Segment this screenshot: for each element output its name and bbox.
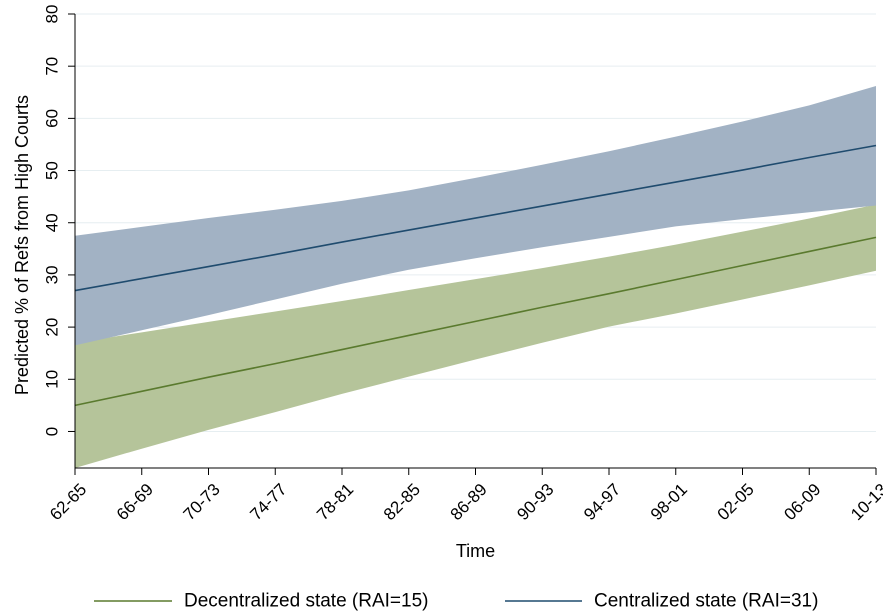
y-axis-title: Predicted % of Refs from High Courts bbox=[12, 95, 32, 395]
x-axis-ticks: 62-65 66-69 70-73 74-77 78-81 82-85 86-89 90-93… bbox=[46, 468, 883, 524]
x-tick-label-9: 98-01 bbox=[647, 480, 691, 524]
confidence-bands bbox=[75, 86, 876, 469]
series-lines bbox=[74, 144, 877, 407]
confidence-band-series-0 bbox=[75, 204, 876, 469]
y-tick-label-30: 30 bbox=[43, 265, 62, 284]
x-axis-title: Time bbox=[456, 541, 495, 561]
legend-label-0: Decentralized state (RAI=15) bbox=[184, 591, 428, 612]
y-tick-label-80: 80 bbox=[43, 5, 62, 24]
y-tick-label-40: 40 bbox=[43, 213, 62, 232]
y-tick-label-60: 60 bbox=[43, 109, 62, 128]
x-tick-label-10: 02-05 bbox=[714, 480, 758, 524]
legend-label-1: Centralized state (RAI=31) bbox=[594, 591, 818, 612]
x-tick-label-11: 06-09 bbox=[780, 480, 824, 524]
legend: Decentralized state (RAI=15) Centralized … bbox=[94, 591, 818, 612]
series-line-1 bbox=[74, 144, 877, 292]
x-tick-label-3: 74-77 bbox=[246, 480, 290, 524]
x-tick-label-12: 10-13 bbox=[847, 480, 883, 524]
x-tick-label-5: 82-85 bbox=[380, 480, 424, 524]
y-axis-ticks: 0 10 20 30 40 50 60 70 80 bbox=[43, 5, 75, 436]
y-tick-label-50: 50 bbox=[43, 161, 62, 180]
x-tick-label-2: 70-73 bbox=[180, 480, 224, 524]
x-tick-label-7: 90-93 bbox=[513, 480, 557, 524]
series-line-0 bbox=[74, 236, 877, 407]
y-tick-label-10: 10 bbox=[43, 370, 62, 389]
y-tick-label-20: 20 bbox=[43, 318, 62, 337]
x-tick-label-1: 66-69 bbox=[113, 480, 157, 524]
x-tick-label-6: 86-89 bbox=[447, 480, 491, 524]
y-tick-label-70: 70 bbox=[43, 57, 62, 76]
x-tick-label-8: 94-97 bbox=[580, 480, 624, 524]
confidence-band-series-1 bbox=[75, 86, 876, 346]
y-tick-label-0: 0 bbox=[43, 427, 62, 436]
x-tick-label-0: 62-65 bbox=[46, 480, 90, 524]
x-tick-label-4: 78-81 bbox=[313, 480, 357, 524]
